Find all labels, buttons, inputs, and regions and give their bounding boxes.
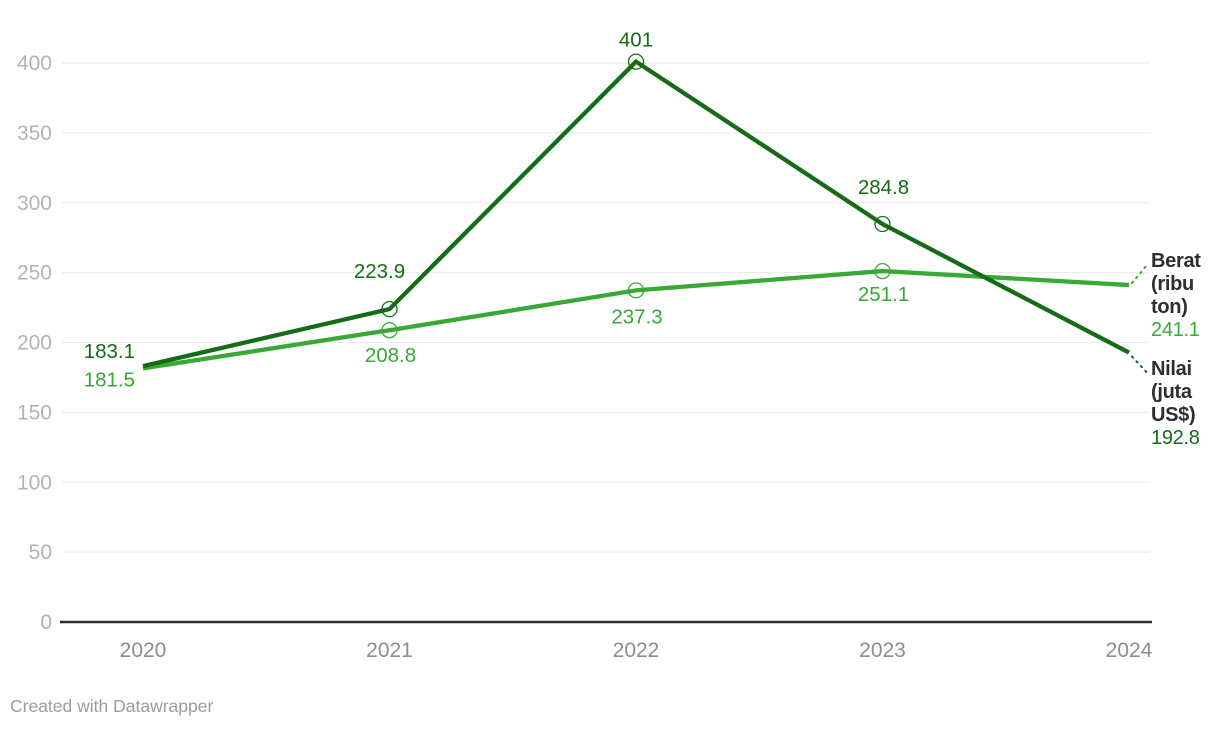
data-point-marker-nilai[interactable]: [381, 300, 398, 318]
series-line-berat: [142, 268, 1130, 371]
x-axis-tick-label: 2022: [613, 639, 660, 662]
datawrapper-credit-link[interactable]: Created with Datawrapper: [10, 696, 214, 716]
y-axis-tick-label: 350: [17, 122, 52, 145]
y-axis-tick-label: 50: [29, 541, 52, 564]
value-label-nilai: 401: [619, 29, 653, 52]
legend-nilai: Nilai (juta US$) 192.8: [1151, 358, 1220, 450]
value-label-nilai: 183.1: [84, 340, 135, 363]
legend-connector-dash-berat: [1131, 264, 1148, 285]
data-point-marker-nilai[interactable]: [627, 53, 645, 70]
value-label-berat: 237.3: [611, 305, 662, 328]
value-label-nilai: 223.9: [354, 260, 405, 283]
y-axis-tick-label: 150: [17, 401, 52, 424]
legend-berat-value: 241.1: [1151, 319, 1200, 341]
line-chart-canvas: 0 50 100 150 200 250 300 350 400 2020 2021 2022 2023…: [17, 29, 1153, 662]
data-point-marker-nilai[interactable]: [874, 215, 891, 233]
data-point-marker-berat[interactable]: [627, 282, 645, 299]
y-axis-tick-label: 400: [17, 52, 52, 75]
y-axis-tick-label: 100: [17, 471, 52, 494]
x-axis-tick-label: 2023: [859, 639, 906, 662]
x-axis-tick-label: 2024: [1106, 639, 1153, 662]
legend-nilai-value: 192.8: [1151, 427, 1200, 449]
legend-berat: Berat (ribu ton) 241.1: [1151, 250, 1220, 342]
legend-berat-label: Berat (ribu ton): [1151, 250, 1201, 318]
data-point-marker-berat[interactable]: [874, 262, 891, 280]
legend-connector-dash-nilai: [1131, 355, 1148, 374]
x-axis-tick-label: 2020: [120, 639, 167, 662]
y-axis-tick-label: 300: [17, 192, 52, 215]
data-point-marker-berat[interactable]: [381, 322, 398, 339]
y-axis-tick-label: 250: [17, 262, 52, 285]
value-label-berat: 208.8: [365, 344, 416, 367]
value-label-nilai: 284.8: [858, 176, 909, 199]
value-label-berat: 181.5: [84, 368, 135, 391]
value-label-berat: 251.1: [858, 283, 909, 306]
x-axis-tick-label: 2021: [366, 639, 413, 662]
series-line-nilai: [142, 58, 1130, 369]
y-axis-tick-label: 200: [17, 332, 52, 355]
y-axis-tick-label: 0: [40, 611, 52, 634]
legend-nilai-label: Nilai (juta US$): [1151, 358, 1196, 426]
